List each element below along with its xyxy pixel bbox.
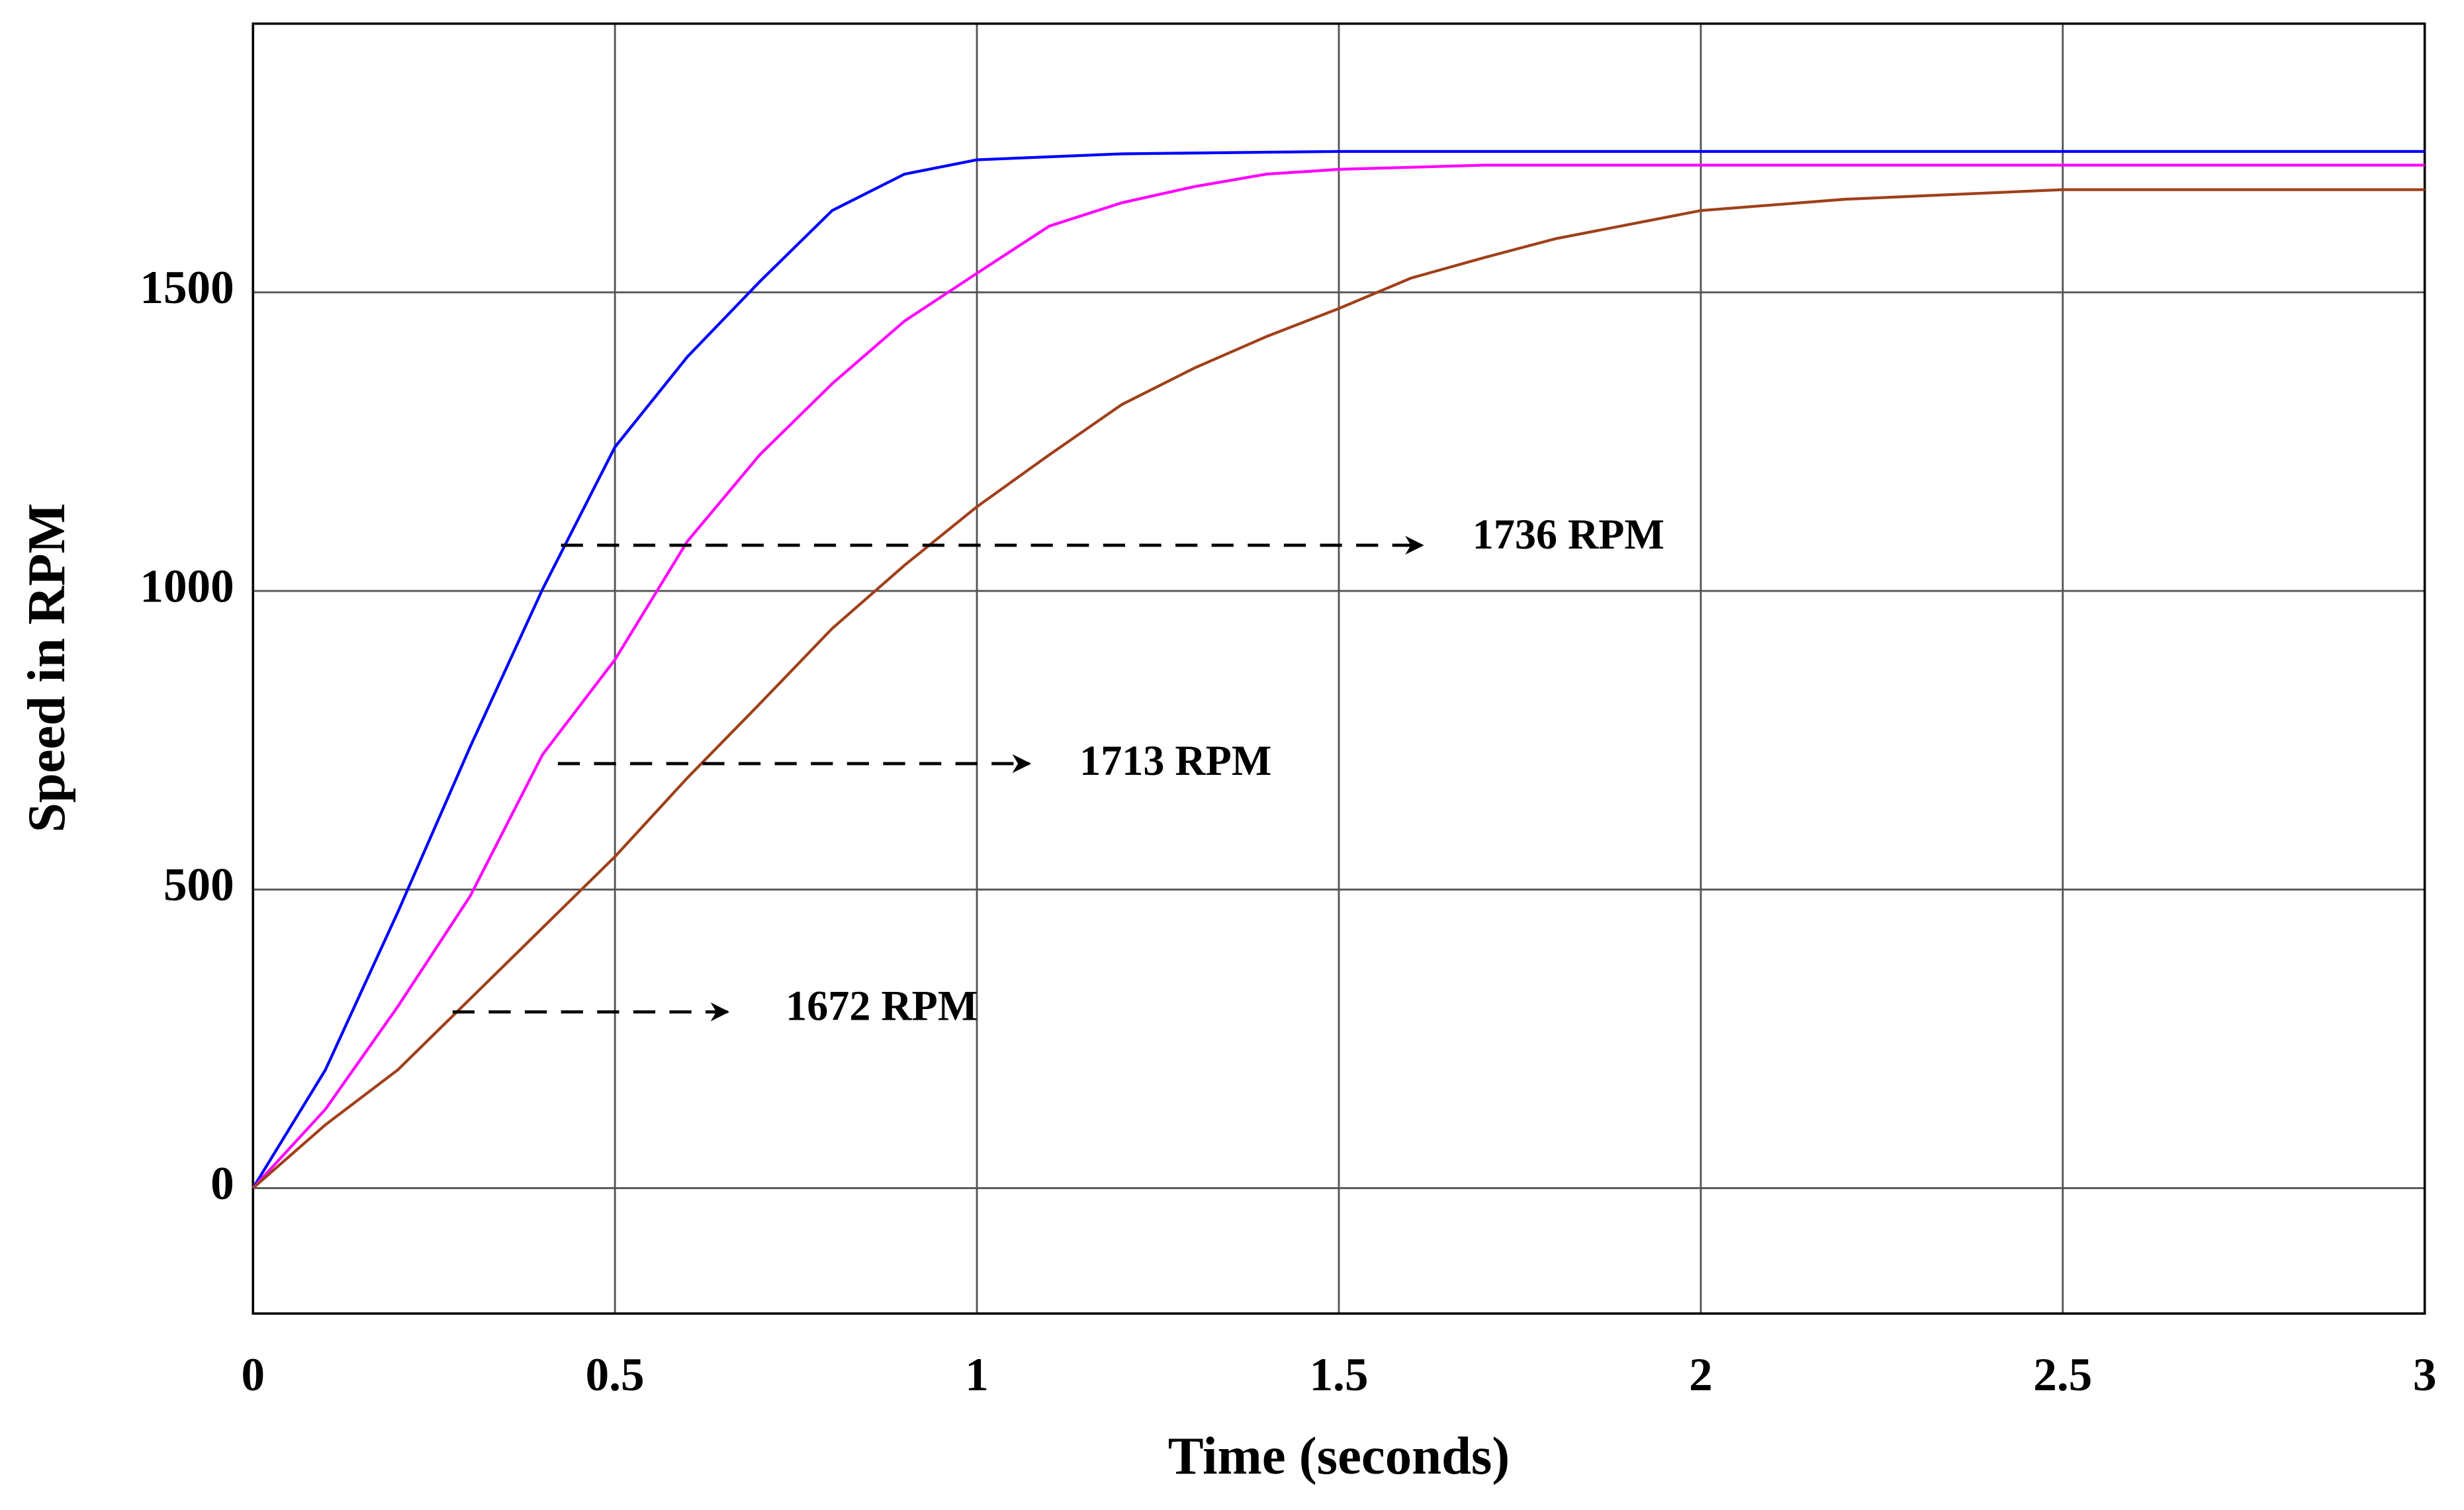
annotation: 1672 RPM [786, 983, 978, 1030]
x-tick-label: 0 [241, 1349, 265, 1401]
x-tick-label: 0.5 [586, 1349, 645, 1401]
y-tick-label: 1500 [140, 262, 234, 314]
series-line [251, 188, 2425, 1190]
series-line [251, 150, 2425, 1189]
x-tick-label: 3 [2413, 1349, 2437, 1401]
x-tick-label: 1.5 [1309, 1349, 1368, 1401]
plot-frame [251, 22, 2426, 1315]
x-tick-label: 2.5 [2033, 1349, 2092, 1401]
x-tick-label: 2 [1689, 1349, 1713, 1401]
y-tick-label: 1000 [140, 560, 234, 612]
y-tick-label: 0 [210, 1158, 234, 1210]
annotation: 1736 RPM [1473, 511, 1665, 558]
x-tick-label: 1 [965, 1349, 989, 1401]
y-axis-label: Speed in RPM [17, 503, 76, 832]
series-line [251, 163, 2425, 1190]
y-tick-label: 500 [163, 860, 234, 911]
annotation: 1713 RPM [1079, 737, 1271, 784]
x-axis-label: Time (seconds) [1168, 1427, 1510, 1486]
